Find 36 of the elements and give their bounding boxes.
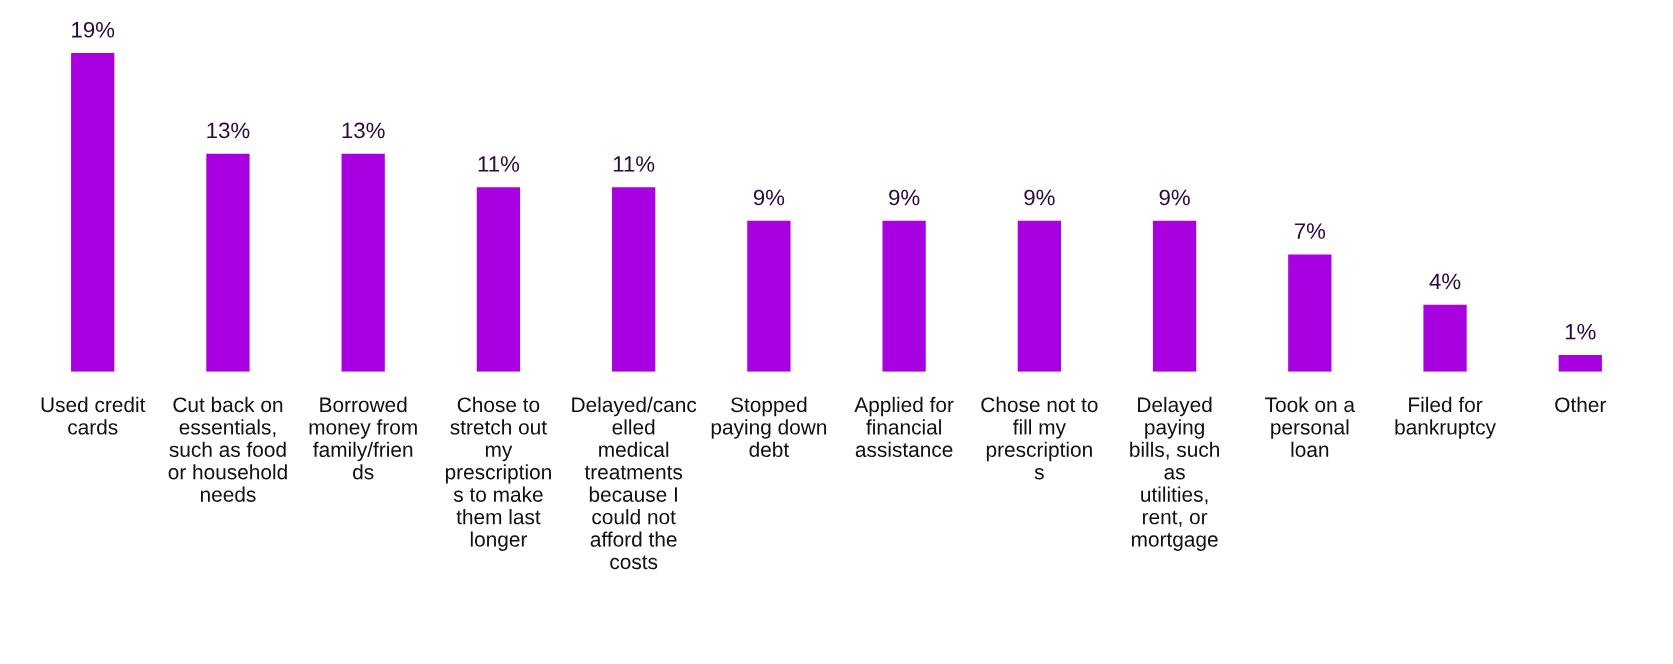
bar — [206, 153, 250, 372]
bar — [1017, 220, 1061, 372]
x-tick-label: Other — [1555, 396, 1606, 413]
bar — [1558, 355, 1602, 372]
data-label: 11% — [613, 156, 655, 172]
x-tick-label: Delayed/cancelled medical treatments because I could not afford the costs — [572, 396, 697, 570]
x-tick-label: Used credit cards — [41, 396, 146, 435]
bar — [476, 187, 521, 372]
bar — [1423, 304, 1467, 372]
data-label: 9% — [753, 189, 785, 206]
bar — [71, 53, 115, 372]
x-tick-label: Delayed paying bills, such as utilities, rent, or mortgage — [1130, 396, 1219, 551]
data-label: 11% — [478, 156, 520, 172]
bar — [341, 153, 385, 372]
data-label: 9% — [1024, 189, 1055, 206]
data-label: 4% — [1429, 273, 1461, 290]
data-label: 7% — [1294, 223, 1326, 239]
bar — [1152, 220, 1197, 372]
data-label: 19% — [72, 21, 115, 38]
x-tick-label: Borrowed money from family/friends — [309, 396, 417, 480]
x-tick-label: Applied for financial assistance — [854, 396, 954, 458]
bar — [612, 187, 656, 372]
data-label: 1% — [1565, 323, 1596, 340]
x-tick-label: Cut back on essentials, such as food or household needs — [168, 396, 287, 502]
data-label: 13% — [207, 122, 250, 139]
data-label: 13% — [342, 122, 385, 139]
x-tick-label: Chose to stretch out my prescriptions to make them last longer — [445, 396, 551, 551]
x-tick-label: Stopped paying down debt — [711, 396, 827, 458]
x-tick-label: Filed for bankruptcy — [1395, 396, 1496, 439]
data-label: 9% — [889, 189, 920, 206]
x-tick-label: Took on a personal loan — [1265, 396, 1355, 458]
data-label: 9% — [1159, 189, 1190, 206]
bar — [1288, 254, 1332, 372]
bar — [747, 220, 791, 372]
bar — [882, 220, 926, 372]
x-tick-label: Chose not to fill my prescriptions — [981, 396, 1098, 480]
